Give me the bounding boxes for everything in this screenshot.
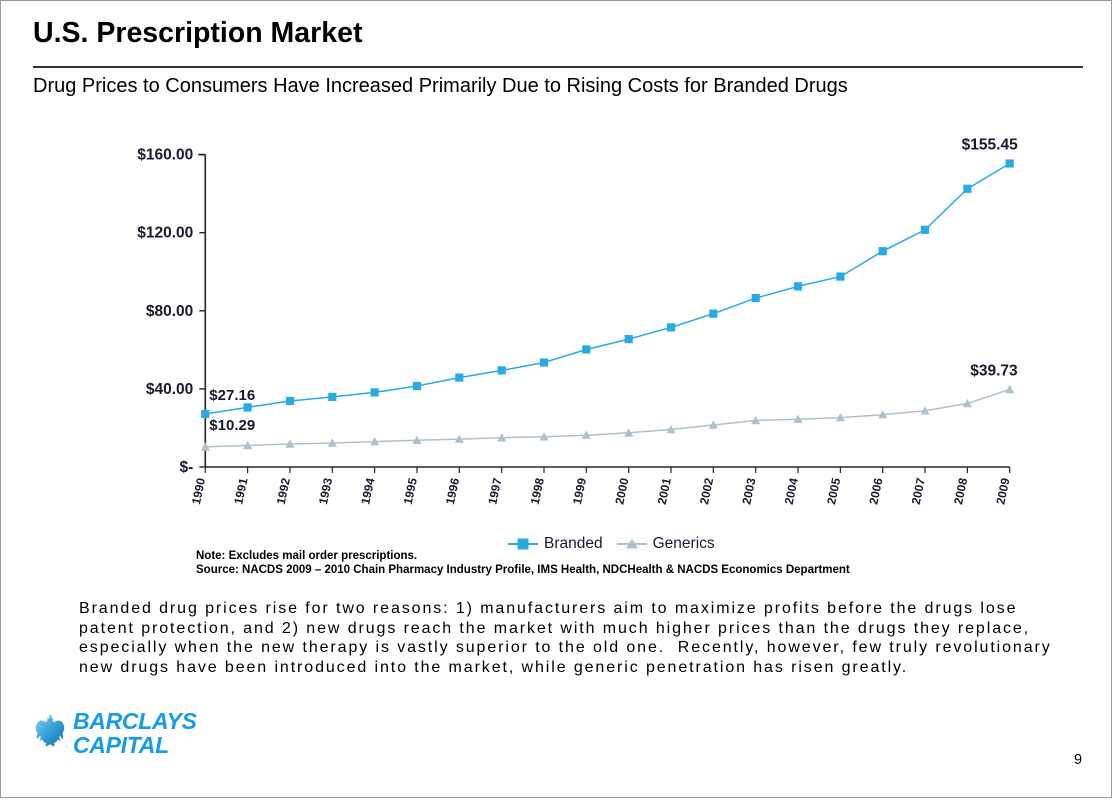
svg-text:1992: 1992	[274, 476, 293, 505]
svg-text:1996: 1996	[443, 476, 462, 505]
svg-text:1994: 1994	[358, 476, 377, 505]
svg-text:2002: 2002	[697, 476, 716, 505]
svg-text:$120.00: $120.00	[137, 225, 193, 242]
svg-text:$39.73: $39.73	[970, 362, 1018, 379]
svg-text:1991: 1991	[231, 476, 250, 505]
svg-text:2003: 2003	[739, 476, 758, 505]
svg-text:2000: 2000	[612, 476, 631, 505]
svg-text:1993: 1993	[316, 476, 335, 505]
svg-text:$80.00: $80.00	[146, 303, 193, 320]
svg-text:1990: 1990	[189, 476, 208, 505]
svg-text:1997: 1997	[485, 476, 504, 505]
svg-text:$10.29: $10.29	[209, 417, 255, 434]
svg-text:$160.00: $160.00	[137, 147, 193, 164]
svg-text:$27.16: $27.16	[209, 387, 255, 404]
svg-text:2005: 2005	[824, 476, 843, 505]
svg-text:2004: 2004	[782, 476, 801, 505]
svg-text:$155.45: $155.45	[962, 137, 1018, 154]
svg-text:1999: 1999	[570, 476, 589, 505]
svg-text:$-: $-	[180, 459, 194, 476]
svg-text:1998: 1998	[528, 476, 547, 505]
svg-text:1995: 1995	[401, 476, 420, 505]
svg-text:2009: 2009	[993, 476, 1012, 505]
svg-text:2001: 2001	[655, 476, 674, 505]
svg-text:2007: 2007	[909, 476, 928, 505]
svg-text:$40.00: $40.00	[146, 381, 193, 398]
svg-text:2008: 2008	[951, 476, 970, 505]
svg-text:2006: 2006	[866, 476, 885, 505]
